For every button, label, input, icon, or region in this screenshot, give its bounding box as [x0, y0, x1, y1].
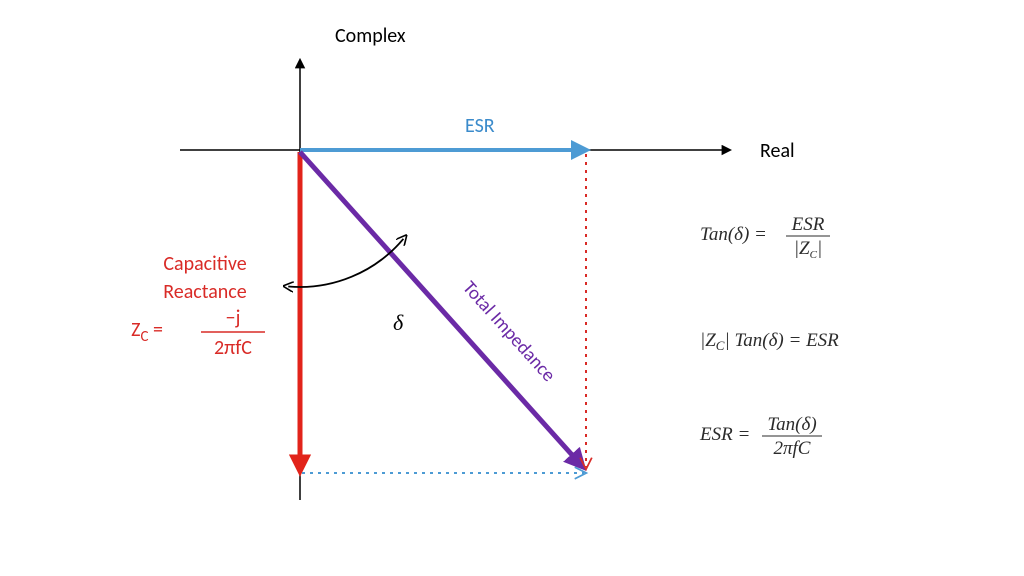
equation-zc-tan: |ZC| Tan(δ) = ESR: [700, 330, 839, 353]
svg-text:ESR: ESR: [791, 214, 825, 235]
reactance-formula: ZC = −j 2πfC: [131, 306, 265, 360]
equation-tan-delta: Tan(δ) = ESR |ZC|: [700, 214, 830, 261]
reactance-title-2: Reactance: [163, 280, 246, 304]
svg-text:Tan(δ) =: Tan(δ) =: [700, 224, 767, 245]
svg-text:2πfC: 2πfC: [214, 336, 252, 360]
svg-text:Tan(δ): Tan(δ): [767, 414, 816, 435]
equation-esr: ESR = Tan(δ) 2πfC: [699, 414, 822, 459]
impedance-label: Total Impedance: [458, 277, 560, 387]
svg-text:2πfC: 2πfC: [774, 438, 811, 459]
svg-text:ESR =: ESR =: [699, 424, 750, 445]
impedance-vector: [300, 152, 582, 466]
reactance-text-block: Capacitive Reactance ZC = −j 2πfC: [131, 252, 265, 360]
esr-label: ESR: [465, 114, 495, 138]
delta-label: δ: [393, 310, 404, 335]
svg-text:−j: −j: [226, 306, 241, 330]
impedance-phasor-diagram: Real Complex ESR Total Impedance δ Capac…: [0, 0, 1024, 576]
y-axis-label: Complex: [335, 24, 406, 48]
equations-block: Tan(δ) = ESR |ZC| |ZC| Tan(δ) = ESR ESR …: [699, 214, 839, 459]
x-axis-label: Real: [760, 139, 795, 163]
reactance-title-1: Capacitive: [163, 252, 246, 276]
svg-text:ZC =: ZC =: [131, 318, 163, 346]
svg-text:|ZC|: |ZC|: [794, 238, 822, 261]
